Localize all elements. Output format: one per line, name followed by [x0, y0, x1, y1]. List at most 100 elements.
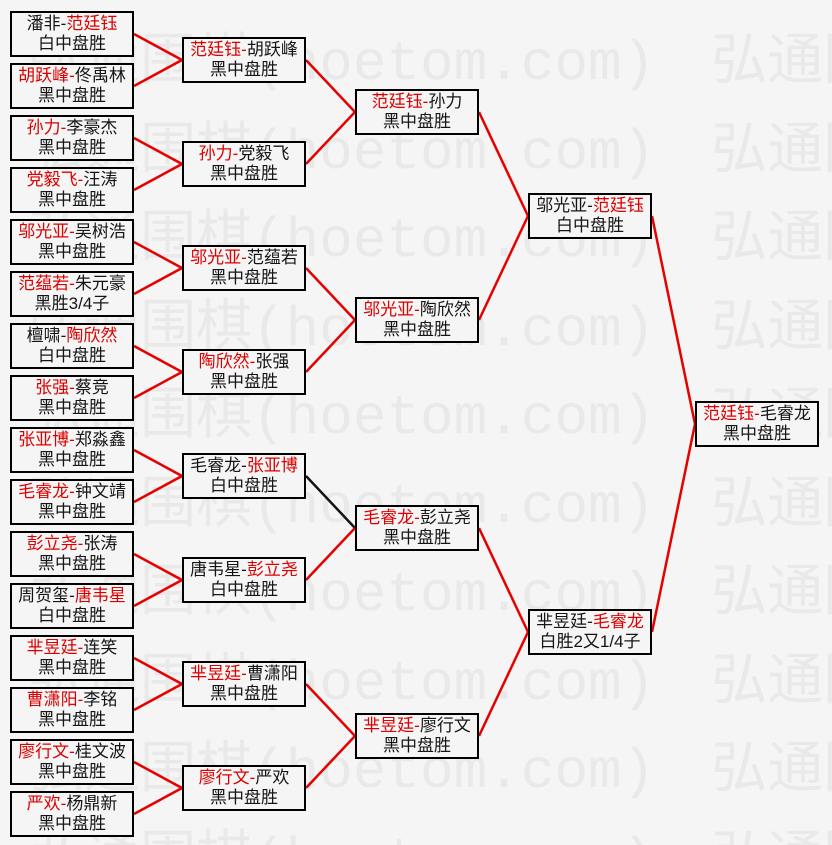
- connector-line: [133, 58, 183, 88]
- watermark-row: 弘通围棋(hoetom.com) 弘通围棋(hoetom.com): [28, 32, 832, 96]
- connector-line: [305, 267, 356, 321]
- player-name: 邬光亚: [190, 248, 242, 267]
- match-players: 范廷钰-毛睿龙: [703, 404, 811, 424]
- match-box-round-2-5: 毛睿龙-张亚博 白中盘胜: [182, 453, 306, 499]
- player-name: 汪涛: [83, 170, 118, 189]
- player-name: 曹潇阳: [246, 664, 298, 683]
- connector-line: [133, 552, 183, 582]
- player-name: 范廷钰: [592, 196, 644, 215]
- match-result: 黑中盘胜: [38, 450, 106, 469]
- match-box-round-2-8: 廖行文-严欢 黑中盘胜: [182, 765, 306, 811]
- player-name: 彭立尧: [246, 560, 298, 579]
- connector-line: [133, 682, 183, 712]
- player-name: 廖行文: [18, 742, 70, 761]
- player-name: 孙力: [428, 92, 463, 111]
- match-box-round-1-9: 张亚博-郑淼鑫 黑中盘胜: [10, 427, 134, 473]
- player-name: 唐韦星: [74, 586, 126, 605]
- connector-line: [305, 735, 356, 789]
- match-players: 邬光亚-陶欣然: [363, 300, 471, 320]
- player-name: 周贺玺: [18, 586, 70, 605]
- match-players: 芈昱廷-连笑: [27, 638, 118, 658]
- player-separator: -: [69, 430, 75, 449]
- match-result: 白胜2又1/4子: [539, 632, 641, 651]
- player-name: 连笑: [83, 638, 118, 657]
- player-separator: -: [69, 742, 75, 761]
- player-name: 曹潇阳: [26, 690, 78, 709]
- player-name: 孙力: [26, 118, 61, 137]
- match-box-quarterfinal-1: 范廷钰-孙力 黑中盘胜: [355, 89, 479, 135]
- connector-line: [133, 240, 183, 270]
- player-separator: -: [422, 92, 429, 111]
- match-box-quarterfinal-2: 邬光亚-陶欣然 黑中盘胜: [355, 297, 479, 343]
- match-result: 黑中盘胜: [38, 762, 106, 781]
- match-players: 邬光亚-范廷钰: [536, 196, 644, 216]
- match-box-round-2-6: 唐韦星-彭立尧 白中盘胜: [182, 557, 306, 603]
- player-name: 张强: [35, 378, 70, 397]
- watermark-row: 弘通围棋(hoetom.com) 弘通围棋(hoetom.com): [28, 563, 832, 627]
- player-separator: -: [414, 300, 420, 319]
- watermark-row: 弘通围棋(hoetom.com) 弘通围棋(hoetom.com): [28, 209, 832, 273]
- player-separator: -: [587, 612, 593, 631]
- match-result: 白中盘胜: [210, 476, 278, 495]
- player-name: 陶欣然: [198, 352, 250, 371]
- player-name: 邬光亚: [536, 196, 588, 215]
- player-name: 钟文靖: [74, 482, 126, 501]
- match-players: 范蕴若-朱元豪: [18, 274, 126, 294]
- player-separator: -: [69, 66, 75, 85]
- match-result: 黑中盘胜: [38, 398, 106, 417]
- match-box-round-2-4: 陶欣然-张强 黑中盘胜: [182, 349, 306, 395]
- match-result: 黑中盘胜: [38, 710, 106, 729]
- match-players: 廖行文-严欢: [199, 768, 290, 788]
- player-separator: -: [69, 378, 75, 397]
- player-separator: -: [60, 14, 67, 33]
- match-result: 白中盘胜: [556, 216, 624, 235]
- player-name: 毛睿龙: [18, 482, 70, 501]
- match-players: 毛睿龙-彭立尧: [363, 508, 471, 528]
- player-name: 张强: [255, 352, 290, 371]
- player-name: 毛睿龙: [592, 612, 644, 631]
- match-box-final-1: 范廷钰-毛睿龙 黑中盘胜: [695, 401, 819, 447]
- player-separator: -: [754, 404, 760, 423]
- match-box-round-1-3: 孙力-李豪杰 黑中盘胜: [10, 115, 134, 161]
- match-result: 黑胜3/4子: [34, 294, 110, 313]
- match-result: 黑中盘胜: [383, 320, 451, 339]
- match-players: 张强-蔡竞: [35, 378, 109, 398]
- connector-line: [305, 683, 356, 737]
- match-players: 芈昱廷-曹潇阳: [190, 664, 298, 684]
- match-result: 黑中盘胜: [38, 814, 106, 833]
- match-players: 芈昱廷-毛睿龙: [536, 612, 644, 632]
- match-result: 黑中盘胜: [383, 528, 451, 547]
- player-name: 李豪杰: [66, 118, 118, 137]
- match-result: 黑中盘胜: [723, 424, 791, 443]
- connector-line: [477, 111, 530, 217]
- match-players: 邬光亚-范蕴若: [190, 248, 298, 268]
- match-players: 范廷钰-胡跃峰: [190, 40, 298, 60]
- player-name: 胡跃峰: [18, 66, 70, 85]
- player-separator: -: [77, 638, 84, 657]
- connector-line: [305, 111, 356, 165]
- player-name: 唐韦星: [190, 560, 242, 579]
- connector-line: [305, 475, 356, 529]
- match-result: 白中盘胜: [38, 346, 106, 365]
- player-name: 朱元豪: [74, 274, 126, 293]
- match-players: 孙力-党毅飞: [199, 144, 290, 164]
- match-result: 黑中盘胜: [38, 86, 106, 105]
- match-players: 陶欣然-张强: [199, 352, 290, 372]
- match-result: 黑中盘胜: [210, 684, 278, 703]
- player-separator: -: [241, 40, 247, 59]
- match-result: 黑中盘胜: [210, 164, 278, 183]
- player-separator: -: [249, 352, 256, 371]
- player-separator: -: [77, 170, 84, 189]
- player-name: 彭立尧: [419, 508, 471, 527]
- player-separator: -: [60, 326, 67, 345]
- player-name: 陶欣然: [66, 326, 118, 345]
- connector-line: [133, 656, 183, 686]
- match-result: 黑中盘胜: [38, 658, 106, 677]
- player-name: 佟禹林: [74, 66, 126, 85]
- player-name: 廖行文: [198, 768, 250, 787]
- connector-line: [133, 136, 183, 166]
- player-name: 毛睿龙: [759, 404, 811, 423]
- match-result: 白中盘胜: [38, 606, 106, 625]
- match-result: 黑中盘胜: [210, 788, 278, 807]
